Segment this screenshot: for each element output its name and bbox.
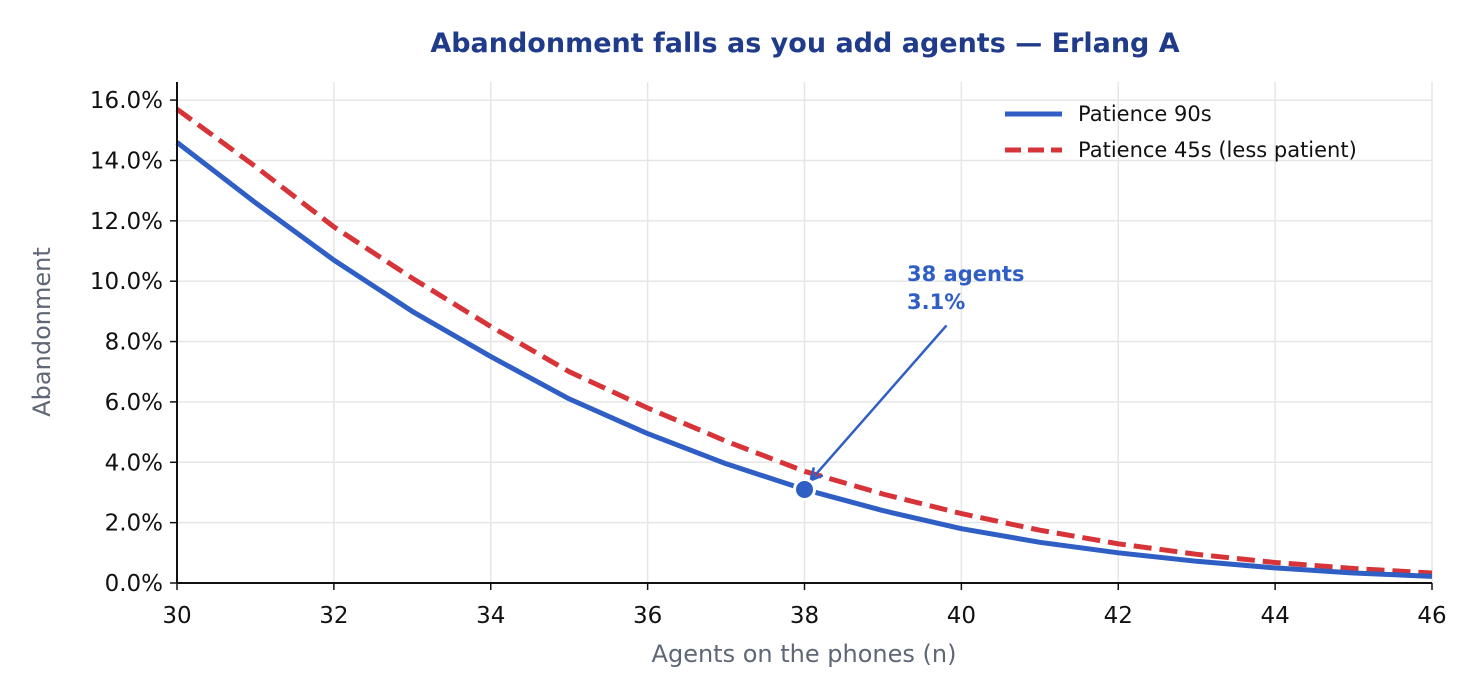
y-tick-label: 8.0% [105, 330, 163, 356]
x-tick-label: 44 [1260, 603, 1289, 629]
y-tick-label: 2.0% [105, 511, 163, 537]
x-tick-label: 46 [1417, 603, 1446, 629]
y-tick-label: 0.0% [105, 571, 163, 597]
y-tick-label: 10.0% [90, 269, 163, 295]
y-tick-label: 16.0% [90, 88, 163, 114]
annotation-marker [793, 477, 816, 501]
annotation-label-agents: 38 agents [907, 262, 1024, 286]
chart-title: Abandonment falls as you add agents — Er… [430, 28, 1179, 59]
axes [170, 82, 1433, 590]
x-tick-label: 40 [947, 603, 976, 629]
grid [176, 82, 1433, 584]
x-tick-label: 34 [476, 603, 505, 629]
x-axis-label: Agents on the phones (n) [652, 640, 957, 668]
x-tick-label: 42 [1104, 603, 1133, 629]
legend-label: Patience 90s [1078, 102, 1212, 126]
x-tick-label: 36 [633, 603, 662, 629]
annotation-label-value: 3.1% [907, 290, 965, 314]
annotation: 38 agents 3.1% [793, 262, 1024, 501]
y-tick-label: 14.0% [90, 148, 163, 174]
y-tick-label: 4.0% [105, 450, 163, 476]
y-tick-label: 12.0% [90, 209, 163, 235]
legend-label: Patience 45s (less patient) [1078, 138, 1357, 162]
x-tick-label: 38 [790, 603, 819, 629]
tick-labels: 30 32 34 36 38 40 42 44 46 0.0% 2.0% 4.0% 6.0% 8.0% 10… [90, 88, 1447, 629]
x-tick-label: 32 [319, 603, 348, 629]
y-axis-label: Abandonment [28, 247, 56, 416]
y-tick-label: 6.0% [105, 390, 163, 416]
x-tick-label: 30 [162, 603, 191, 629]
annotation-arrow [809, 324, 948, 482]
series-line-patience-45s [175, 107, 1433, 576]
legend: Patience 90s Patience 45s (less patient) [1005, 102, 1357, 162]
